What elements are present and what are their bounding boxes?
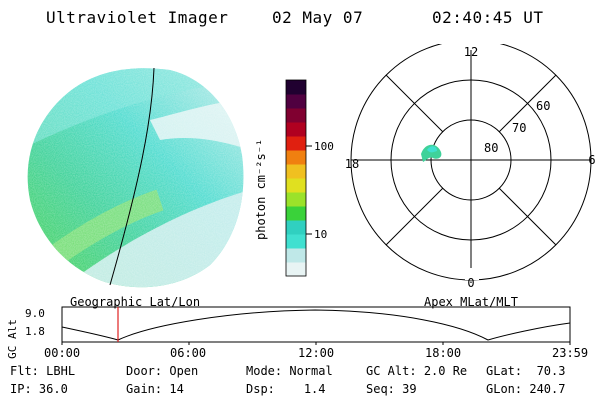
info-dsp: Dsp: 1.4 — [246, 382, 326, 396]
x-tick-0000: 00:00 — [44, 346, 81, 360]
polar-plot: 12 6 0 18 60 70 80 — [345, 44, 596, 288]
colorbar-segment — [286, 248, 306, 263]
time-label: 02:40:45 UT — [432, 8, 544, 27]
y-tick-1-8: 1.8 — [25, 325, 45, 338]
mlt-6-label: 6 — [588, 153, 595, 167]
orbit-altitude-timeline: GC Alt 9.0 1.8 — [6, 306, 571, 359]
colorbar-segment — [286, 122, 306, 137]
x-tick-1200: 12:00 — [298, 346, 335, 360]
colorbar-segment — [286, 164, 306, 179]
colorbar-segment — [286, 220, 306, 235]
info-gain: Gain: 14 — [126, 382, 184, 396]
info-mode: Mode: Normal — [246, 364, 333, 378]
colorbar-tick-100: 100 — [314, 140, 334, 153]
colorbar-segment — [286, 206, 306, 221]
info-ip: IP: 36.0 — [10, 382, 68, 396]
mlt-12-label: 12 — [464, 45, 478, 59]
colorbar-tick-10: 10 — [314, 228, 327, 241]
info-seq: Seq: 39 — [366, 382, 417, 396]
geographic-uv-image — [27, 67, 244, 288]
colorbar-segment — [286, 94, 306, 109]
instrument-title: Ultraviolet Imager — [46, 8, 229, 27]
geographic-lat-lon-label: Geographic Lat/Lon — [70, 295, 201, 309]
info-door: Door: Open — [126, 364, 199, 378]
x-tick-0600: 06:00 — [170, 346, 207, 360]
gc-alt-axis-label: GC Alt — [6, 319, 19, 359]
apex-mlat-mlt-label: Apex MLat/MLT — [424, 295, 518, 309]
colorbar-segment — [286, 80, 306, 95]
x-tick-1800: 18:00 — [425, 346, 462, 360]
x-tick-2359: 23:59 — [552, 346, 589, 360]
colorbar-segment — [286, 150, 306, 165]
colorbar-segment — [286, 136, 306, 151]
colorbar-segment — [286, 178, 306, 193]
colorbar-segment — [286, 192, 306, 207]
terminator-line — [109, 67, 155, 286]
colorbar: 100 10 — [285, 79, 334, 277]
date-label: 02 May 07 — [272, 8, 364, 27]
mlt-0-label: 0 — [467, 276, 474, 288]
colorbar-unit-label: photon cm⁻²s⁻¹ — [254, 138, 268, 240]
info-flt: Flt: LBHL — [10, 364, 76, 378]
lat-80-label: 80 — [484, 141, 498, 155]
info-gc-alt: GC Alt: 2.0 Re — [366, 364, 468, 378]
lat-60-label: 60 — [536, 99, 550, 113]
colorbar-segment — [286, 234, 306, 249]
colorbar-segment — [286, 262, 306, 277]
colorbar-segment — [286, 108, 306, 123]
lat-70-label: 70 — [512, 121, 526, 135]
mlt-18-label: 18 — [345, 157, 359, 171]
info-glat: GLat: 70.3 — [486, 364, 566, 378]
altitude-curve — [61, 309, 571, 341]
info-glon: GLon: 240.7 — [486, 382, 566, 396]
y-tick-9: 9.0 — [25, 307, 45, 320]
